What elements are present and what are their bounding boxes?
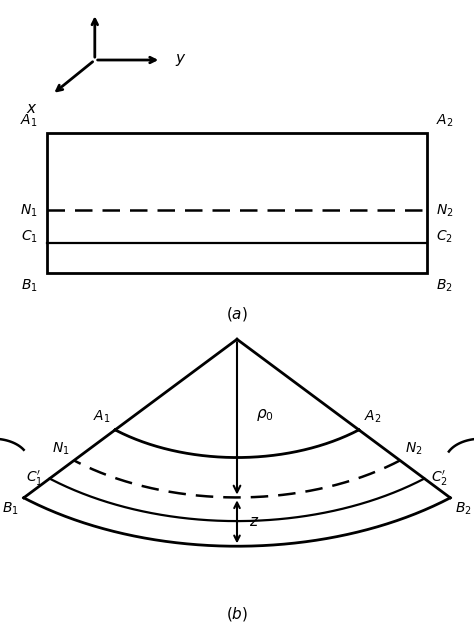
- Text: $N_2$: $N_2$: [436, 202, 454, 218]
- Text: $C_2'$: $C_2'$: [431, 469, 448, 488]
- Text: $B_1$: $B_1$: [2, 501, 19, 517]
- Text: $(b)$: $(b)$: [226, 605, 248, 623]
- Text: $C_1'$: $C_1'$: [26, 469, 43, 488]
- Text: $C_2$: $C_2$: [436, 228, 453, 245]
- Text: $C_1$: $C_1$: [21, 228, 38, 245]
- Text: $N_1$: $N_1$: [20, 202, 38, 218]
- Text: $z$: $z$: [90, 0, 100, 3]
- Text: $A_2$: $A_2$: [436, 113, 454, 130]
- Text: $A_1$: $A_1$: [20, 113, 38, 130]
- Text: $B_1$: $B_1$: [21, 277, 38, 294]
- Text: $A_1$: $A_1$: [93, 409, 110, 425]
- Text: $A_2$: $A_2$: [364, 409, 381, 425]
- Text: $z$: $z$: [249, 515, 259, 530]
- Text: $N_2$: $N_2$: [405, 441, 422, 457]
- Text: $x$: $x$: [27, 101, 38, 116]
- Text: $N_1$: $N_1$: [52, 441, 69, 457]
- Text: $\rho_0$: $\rho_0$: [256, 408, 274, 423]
- Text: $(a)$: $(a)$: [226, 305, 248, 323]
- Text: $B_2$: $B_2$: [436, 277, 453, 294]
- Text: $B_2$: $B_2$: [455, 501, 472, 517]
- Text: $y$: $y$: [175, 52, 187, 68]
- Bar: [47, 133, 427, 274]
